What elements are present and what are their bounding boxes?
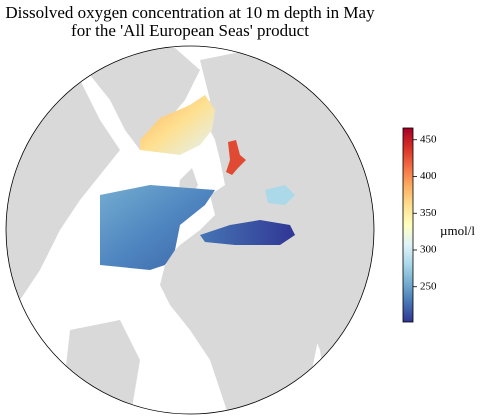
colorbar: 250 300 350 400 450 [402,127,437,323]
colorbar-tick-label: 300 [420,244,437,256]
map-title: for the 'All European Seas' product [71,21,309,40]
oxygen-field-baltic [226,140,246,175]
land [160,265,320,414]
colorbar-tick-label: 400 [420,170,437,182]
colorbar-tick-label: 450 [420,133,437,145]
land [90,46,200,150]
colorbar-label: µmol/l [440,223,475,238]
map-title: Dissolved oxygen concentration at 10 m d… [5,3,375,22]
oxygen-field-black-sea [265,185,295,205]
globe [6,46,374,414]
colorbar-tick-label: 350 [420,207,437,219]
oxygen-field-mediterranean [200,220,295,245]
globe-outline [5,45,375,415]
oxygen-field-atlantic [100,185,215,270]
land [130,115,158,132]
colorbar-ramp [402,127,414,323]
oxygen-field-nordic [140,95,215,155]
colorbar-tick-label: 250 [420,280,437,292]
